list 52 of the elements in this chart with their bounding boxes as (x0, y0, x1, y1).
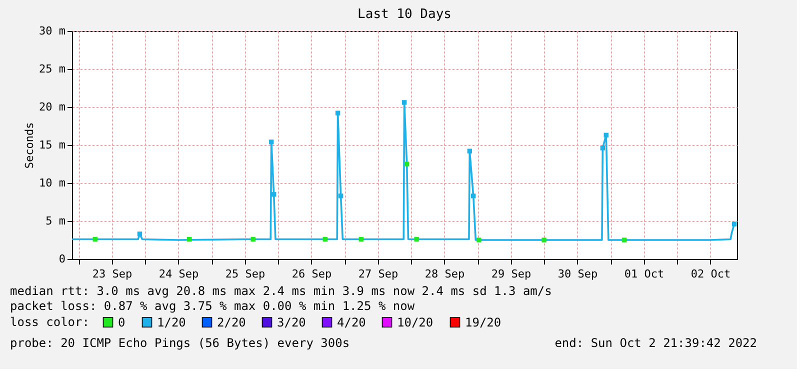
point (414, 236, 419, 242)
point (542, 238, 546, 242)
point (402, 100, 407, 105)
x-tick-label: 25 Sep (225, 268, 266, 280)
point (269, 140, 274, 144)
point (467, 148, 472, 154)
point (622, 238, 627, 242)
point (604, 132, 608, 138)
legend-label: 1/20 (157, 315, 186, 330)
point (322, 236, 328, 242)
legend-label: 3/20 (277, 315, 306, 330)
y-tick-label: 10 m (39, 176, 66, 190)
legend-label: 2/20 (217, 315, 246, 330)
x-tick-label: 24 Sep (158, 268, 199, 280)
chart-title: Last 10 Days (358, 7, 452, 22)
y-tick-label: 30 m (39, 24, 66, 38)
point (600, 146, 606, 150)
point (187, 236, 192, 242)
x-tick-label: 27 Sep (358, 268, 398, 280)
x-tick-label: 26 Sep (292, 268, 332, 280)
point (92, 236, 98, 242)
legend-label: 0 (118, 315, 126, 330)
point (335, 110, 340, 116)
x-tick-label: 02 Oct (690, 268, 731, 280)
y-axis-title: Seconds (23, 122, 36, 169)
point (476, 238, 482, 242)
legend-label: 10/20 (397, 315, 434, 330)
point (471, 194, 476, 198)
legend-title: loss color: (10, 315, 90, 329)
point (338, 194, 344, 198)
legend-label: 19/20 (465, 315, 502, 330)
point (404, 162, 410, 166)
x-tick-label: 30 Sep (558, 268, 598, 280)
point (358, 236, 364, 242)
y-tick-label: 20 m (39, 100, 66, 114)
x-tick-label: 01 Oct (624, 268, 664, 280)
text: probe: 20 ICMP Echo Pings (56 Bytes) every 300s (10, 336, 350, 350)
point (272, 192, 276, 197)
x-tick-label: 23 Sep (92, 268, 132, 280)
point (137, 232, 142, 236)
point (732, 222, 737, 226)
y-tick-label: 25 m (39, 62, 66, 76)
x-tick-label: 28 Sep (424, 268, 465, 280)
y-tick-label: 5 m (46, 214, 66, 228)
x-tick-label: 29 Sep (491, 268, 532, 280)
text: end: Sun Oct 2 21:39:42 2022 (554, 336, 757, 350)
text: packet loss: 0.87 % avg 3.75 % max 0.00 % min 1.25 % now (10, 299, 416, 313)
y-tick-label: 15 m (39, 138, 66, 152)
y-tick-label: 0 (58, 252, 66, 266)
text: median rtt: 3.0 ms avg 20.8 ms max 2.4 ms min 3.9 ms now 2.4 ms sd 1.3 am/s (10, 284, 552, 298)
point (250, 236, 256, 242)
legend-label: 4/20 (337, 315, 366, 330)
